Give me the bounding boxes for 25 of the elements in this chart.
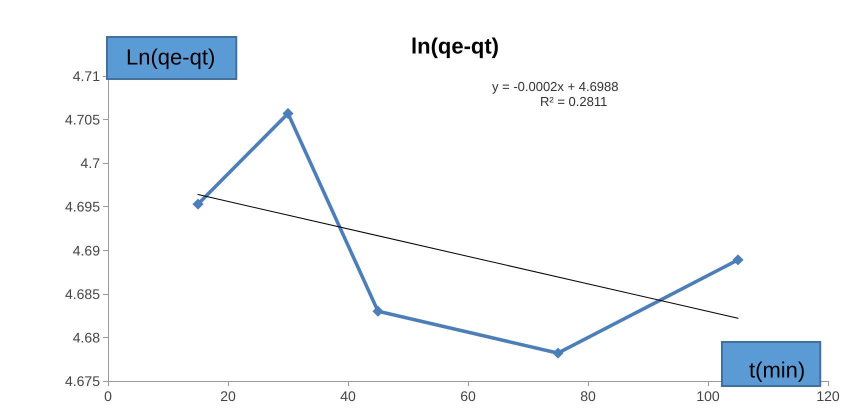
x-tick-label: 120 bbox=[816, 388, 840, 404]
y-tick-label: 4.68 bbox=[72, 329, 100, 346]
y-tick-label: 4.705 bbox=[64, 112, 100, 128]
y-tick-label: 4.69 bbox=[72, 242, 100, 258]
annotation: R² = 0.2811 bbox=[540, 94, 608, 109]
y-axis-title: Ln(qe-qt) bbox=[126, 44, 216, 70]
x-tick-label: 80 bbox=[580, 388, 596, 404]
point bbox=[192, 198, 204, 210]
x-tick-label: 100 bbox=[696, 388, 720, 404]
point bbox=[372, 306, 384, 317]
y-tick-label: 4.7 bbox=[80, 155, 100, 172]
y-tick-label: 4.675 bbox=[64, 373, 100, 389]
y-tick-label: 4.71 bbox=[72, 68, 100, 84]
x-axis-title: t(min) bbox=[749, 358, 806, 382]
y-tick-label: 4.685 bbox=[64, 286, 100, 302]
point bbox=[732, 254, 744, 266]
x-tick-label: 60 bbox=[460, 388, 476, 404]
x-tick-label: 0 bbox=[104, 388, 112, 404]
point bbox=[552, 348, 564, 359]
annotation: y = -0.0002x + 4.6988 bbox=[492, 79, 618, 94]
x-tick-label: 40 bbox=[340, 388, 356, 404]
chart-title: ln(qe-qt) bbox=[411, 34, 499, 58]
y-tick-label: 4.695 bbox=[64, 198, 100, 215]
x-tick-label: 20 bbox=[220, 388, 236, 404]
point bbox=[282, 108, 294, 119]
